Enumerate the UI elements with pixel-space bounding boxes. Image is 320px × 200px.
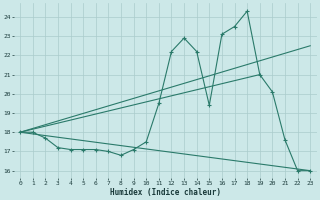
X-axis label: Humidex (Indice chaleur): Humidex (Indice chaleur) (110, 188, 220, 197)
